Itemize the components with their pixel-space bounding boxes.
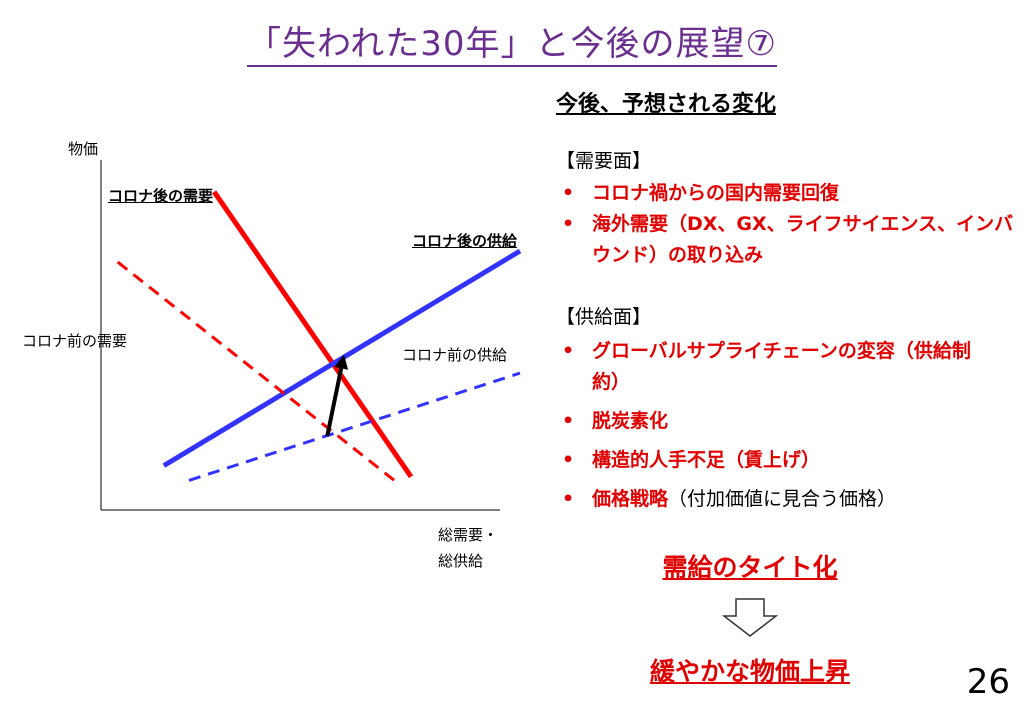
x-axis-label-line2: 総供給 (438, 552, 484, 570)
label-supply-after: コロナ後の供給 (412, 232, 518, 250)
price-rise-arrow-shaft (325, 367, 344, 437)
forecast-heading: 今後、予想される変化 (556, 92, 777, 117)
price-rise-arrow-head (334, 354, 349, 370)
supply-item-pricing: 価格戦略（付加価値に見合う価格） (556, 484, 986, 515)
supply-before-line (188, 371, 521, 482)
slide-title: 「失われた30年」と今後の展望⑦ (0, 16, 1024, 67)
supply-item: 構造的人手不足（賃上げ） (556, 445, 986, 476)
x-axis-label-line1: 総需要・ (438, 526, 499, 544)
demand-item: コロナ禍からの国内需要回復 (556, 178, 1024, 209)
down-arrow-icon (722, 598, 778, 637)
demand-section-label: 【需要面】 (556, 150, 652, 172)
supply-item: グローバルサプライチェーンの変容（供給制約） (556, 336, 986, 398)
supply-item: 脱炭素化 (556, 406, 986, 437)
demand-list: コロナ禍からの国内需要回復 海外需要（DX、GX、ライフサイエンス、インバウンド… (556, 178, 1024, 271)
demand-before-line (116, 260, 396, 482)
demand-after-line (212, 190, 414, 479)
conclusion-tight-supply: 需給のタイト化 (662, 553, 838, 582)
pricing-strategy-text: 価格戦略 (592, 488, 669, 510)
slide-title-text: 「失われた30年」と今後の展望⑦ (246, 24, 778, 67)
conclusion-moderate-inflation: 緩やかな物価上昇 (649, 657, 850, 686)
label-demand-after: コロナ後の需要 (108, 187, 214, 205)
chart-plot (100, 160, 522, 511)
supply-section-label: 【供給面】 (556, 306, 652, 328)
supply-list: グローバルサプライチェーンの変容（供給制約） 脱炭素化 構造的人手不足（賃上げ）… (556, 336, 986, 515)
demand-item: 海外需要（DX、GX、ライフサイエンス、インバウンド）の取り込み (556, 209, 1024, 271)
pricing-strategy-note: （付加価値に見合う価格） (668, 488, 897, 510)
label-supply-before: コロナ前の供給 (402, 346, 508, 364)
y-axis-label: 物価 (68, 140, 99, 158)
page-number: 26 (966, 662, 1010, 702)
